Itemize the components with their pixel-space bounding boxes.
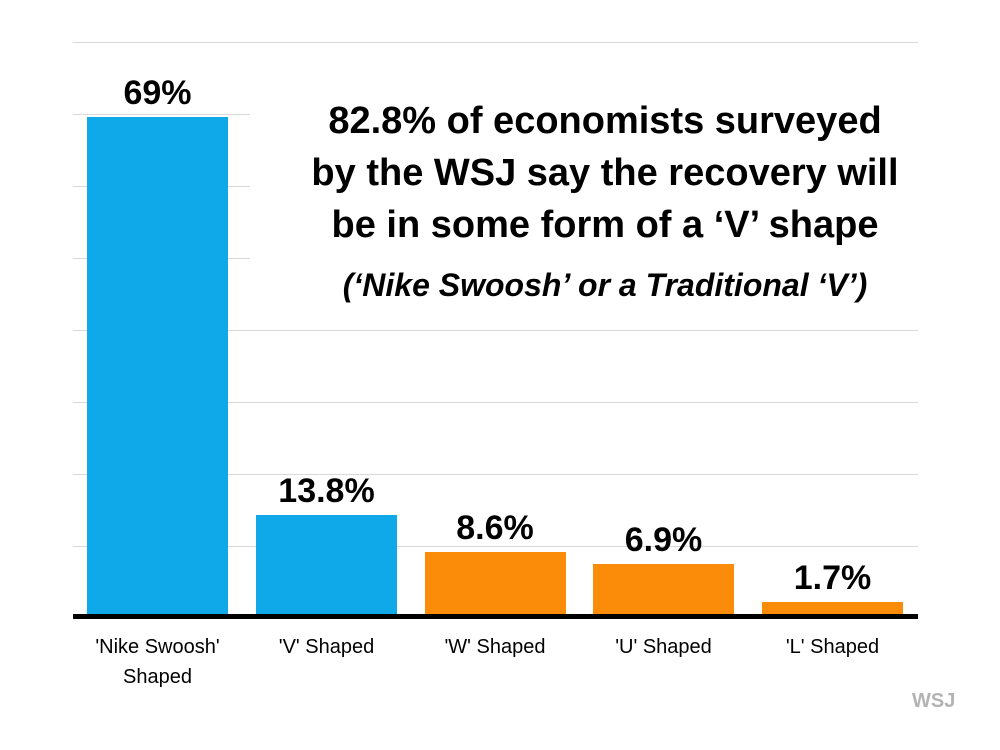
wsj-watermark: WSJ bbox=[912, 690, 956, 712]
category-label-4: 'L' Shaped bbox=[785, 636, 880, 658]
category-label-1: 'V' Shaped bbox=[278, 636, 375, 658]
value-label-3: 6.9% bbox=[624, 521, 703, 559]
x-axis-line bbox=[73, 614, 918, 619]
category-label-2: 'W' Shaped bbox=[444, 636, 546, 658]
chart-subtitle: (‘Nike Swoosh’ or a Traditional ‘V’) bbox=[342, 267, 868, 303]
bar-0 bbox=[87, 117, 228, 614]
bar-1 bbox=[256, 515, 397, 614]
chart-title-line-3: be in some form of a ‘V’ shape bbox=[331, 204, 879, 246]
value-label-1: 13.8% bbox=[278, 472, 375, 510]
gridline-30pct bbox=[73, 402, 918, 403]
category-label-3: 'U' Shaped bbox=[615, 636, 712, 658]
bar-4 bbox=[762, 602, 903, 614]
gridline-20pct bbox=[73, 474, 918, 475]
bar-3 bbox=[593, 564, 734, 614]
value-label-4: 1.7% bbox=[793, 559, 872, 597]
chart-title-line-2: by the WSJ say the recovery will bbox=[311, 152, 899, 194]
chart-title-line-1: 82.8% of economists surveyed bbox=[328, 100, 882, 142]
gridline-40pct bbox=[73, 330, 918, 331]
gridline-80pct bbox=[73, 42, 918, 43]
category-label-0: 'Nike Swoosh' Shaped bbox=[95, 636, 220, 688]
value-label-0: 69% bbox=[123, 74, 192, 112]
gridline-10pct bbox=[73, 546, 918, 547]
value-label-2: 8.6% bbox=[456, 509, 534, 547]
chart-title-box: 82.8% of economists surveyed by the WSJ … bbox=[250, 95, 960, 323]
bar-2 bbox=[424, 552, 566, 614]
